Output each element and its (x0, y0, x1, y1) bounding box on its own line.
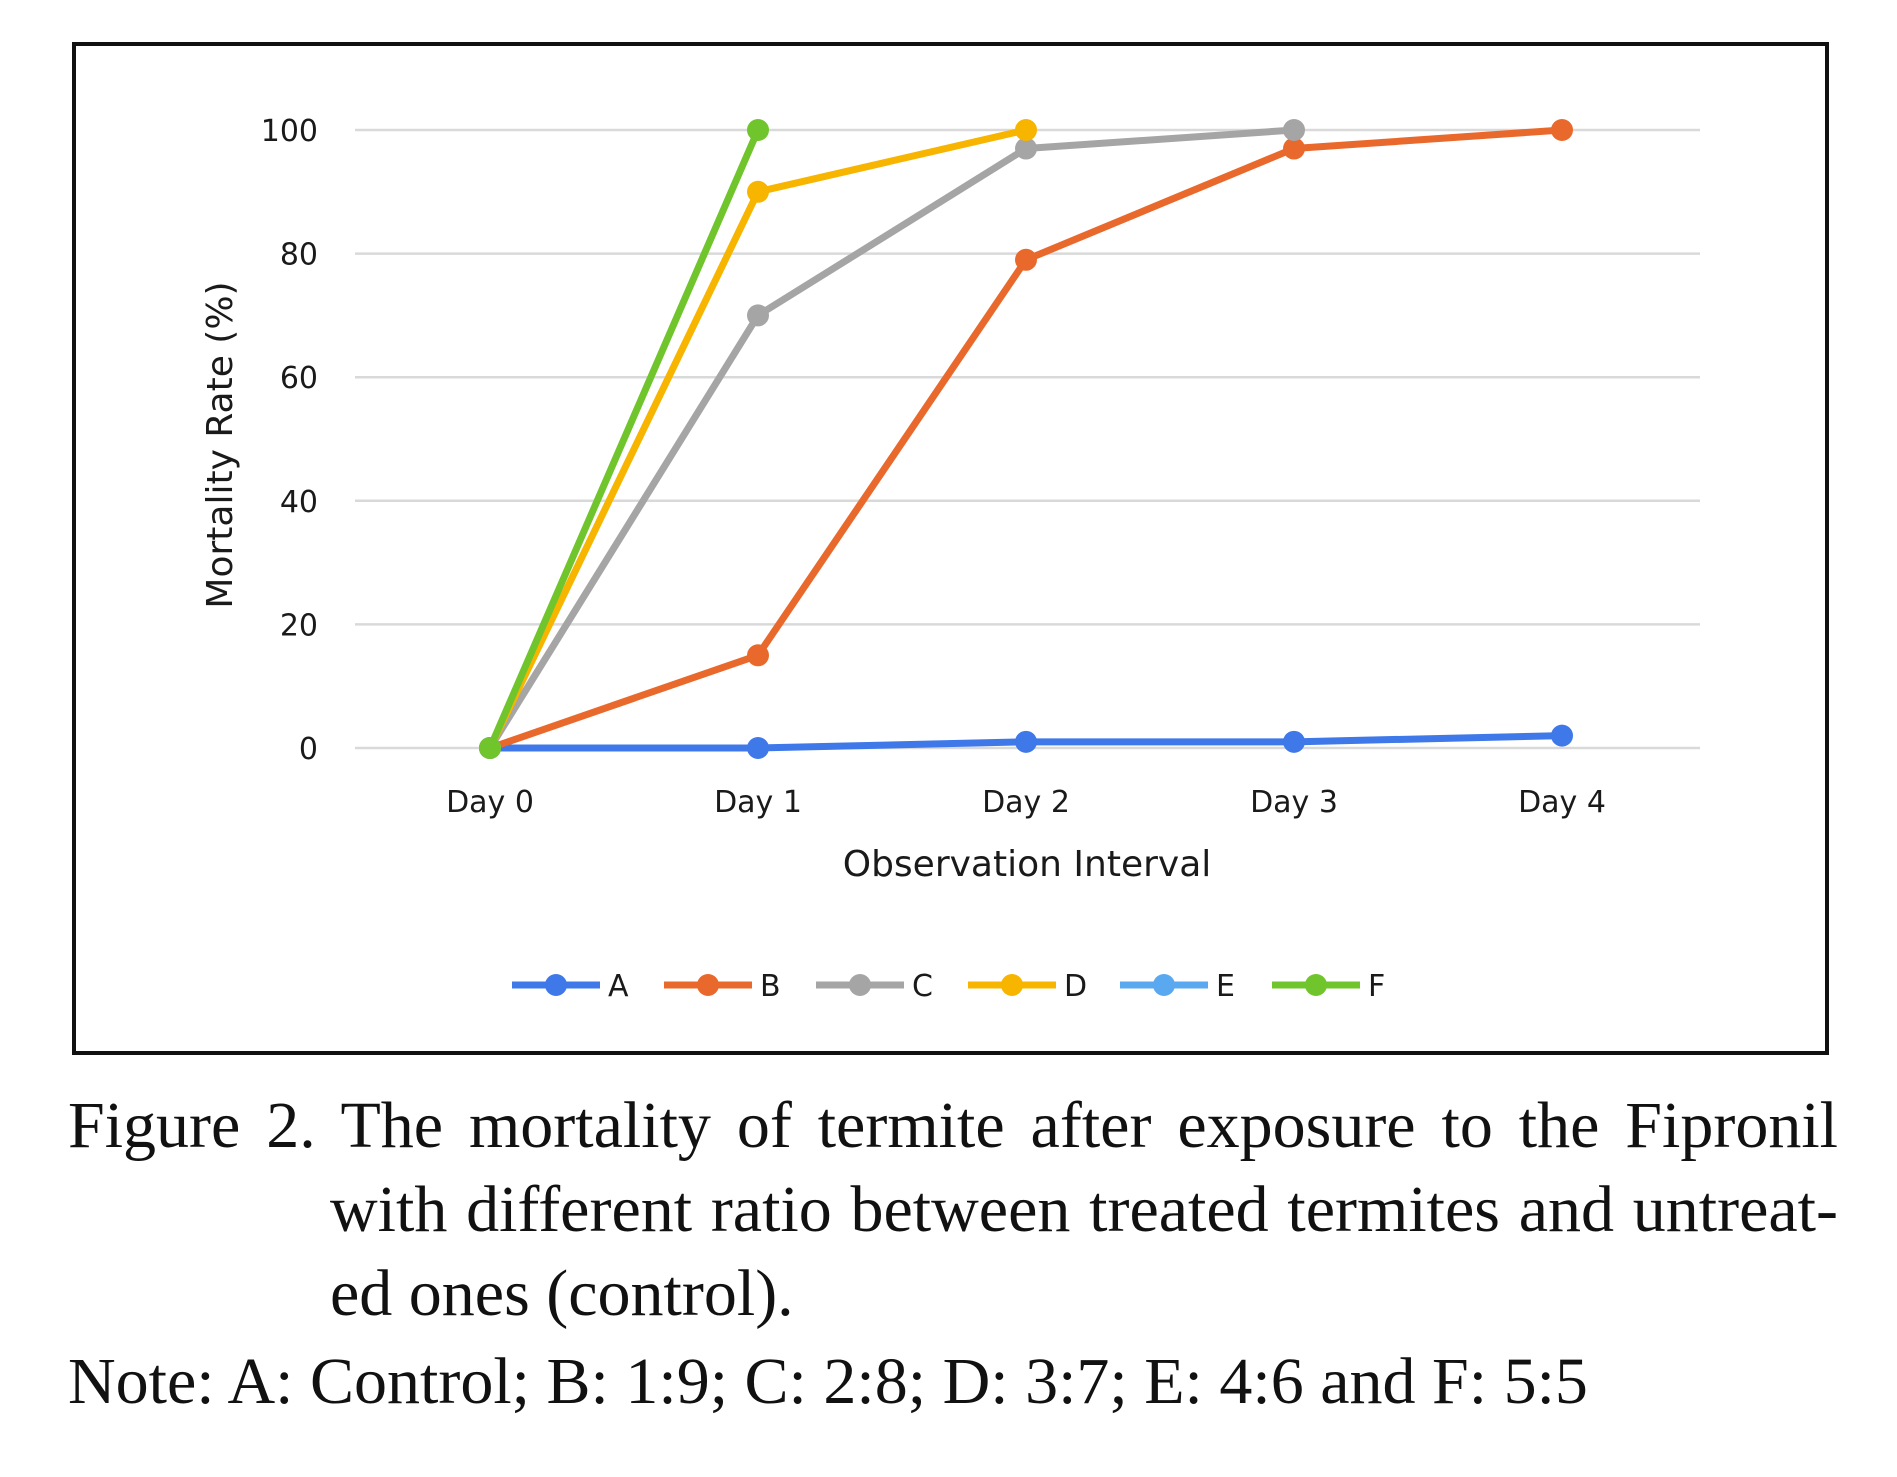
x-tick-label: Day 2 (982, 785, 1070, 820)
y-tick-label: 0 (299, 732, 318, 767)
figure-caption-line-1: Figure 2. The mortality of termite after… (68, 1089, 1838, 1162)
legend-swatch-marker (697, 974, 719, 996)
legend-swatch-marker (545, 974, 567, 996)
data-point (1551, 119, 1573, 141)
figure-note: Note: A: Control; B: 1:9; C: 2:8; D: 3:7… (68, 1345, 1588, 1418)
y-tick-label: 20 (280, 608, 318, 643)
y-tick-label: 80 (280, 238, 318, 273)
legend-swatch-marker (1001, 974, 1023, 996)
y-tick-label: 100 (261, 114, 318, 149)
y-tick-label: 40 (280, 485, 318, 520)
y-axis-title: Mortality Rate (%) (200, 281, 241, 608)
x-tick-label: Day 3 (1250, 785, 1338, 820)
x-tick-label: Day 4 (1518, 785, 1606, 820)
data-point (1015, 730, 1037, 753)
legend-swatch-marker (1153, 974, 1175, 996)
legend-item-d: D (968, 969, 1087, 1004)
legend-label: A (608, 969, 629, 1004)
data-point (747, 737, 769, 759)
x-tick-label: Day 0 (446, 785, 534, 820)
data-point (1283, 730, 1305, 753)
data-point (1283, 137, 1305, 160)
data-point (1015, 119, 1037, 141)
legend-item-e: E (1120, 969, 1235, 1004)
x-axis-title: Observation Interval (843, 844, 1212, 885)
data-point (1283, 119, 1305, 141)
series-c (479, 119, 1305, 759)
data-point (1015, 137, 1037, 160)
data-point (747, 644, 769, 667)
legend: A B C D E F (512, 969, 1385, 1004)
legend-label: D (1064, 969, 1087, 1004)
legend-label: E (1216, 969, 1235, 1004)
data-point (747, 304, 769, 327)
figure-caption-line-2: with different ratio between treated ter… (330, 1173, 1838, 1246)
y-tick-labels: 0 20 40 60 80 100 (261, 114, 318, 767)
series-f (479, 119, 769, 759)
y-tick-label: 60 (280, 361, 318, 396)
data-point (1015, 248, 1037, 271)
grid-lines (355, 128, 1700, 750)
series-line-c (486, 126, 1298, 752)
data-point (479, 737, 501, 759)
legend-label: C (912, 969, 933, 1004)
legend-item-f: F (1272, 969, 1385, 1004)
series-lines (479, 119, 1573, 759)
data-point (747, 180, 769, 203)
series-line-b (486, 126, 1566, 752)
series-line-f (486, 126, 762, 752)
data-point (747, 119, 769, 141)
figure-caption-line-3: ed ones (control). (330, 1257, 794, 1330)
legend-item-a: A (512, 969, 629, 1004)
data-point (1551, 724, 1573, 747)
legend-swatch-marker (849, 974, 871, 996)
x-tick-labels: Day 0 Day 1 Day 2 Day 3 Day 4 (446, 785, 1606, 820)
legend-item-b: B (664, 969, 781, 1004)
legend-swatch-marker (1305, 974, 1327, 996)
x-tick-label: Day 1 (714, 785, 802, 820)
legend-label: F (1368, 969, 1385, 1004)
chart-frame (72, 42, 1829, 1055)
series-b (479, 119, 1573, 759)
series-a (479, 724, 1573, 759)
legend-label: B (760, 969, 781, 1004)
legend-item-c: C (816, 969, 933, 1004)
